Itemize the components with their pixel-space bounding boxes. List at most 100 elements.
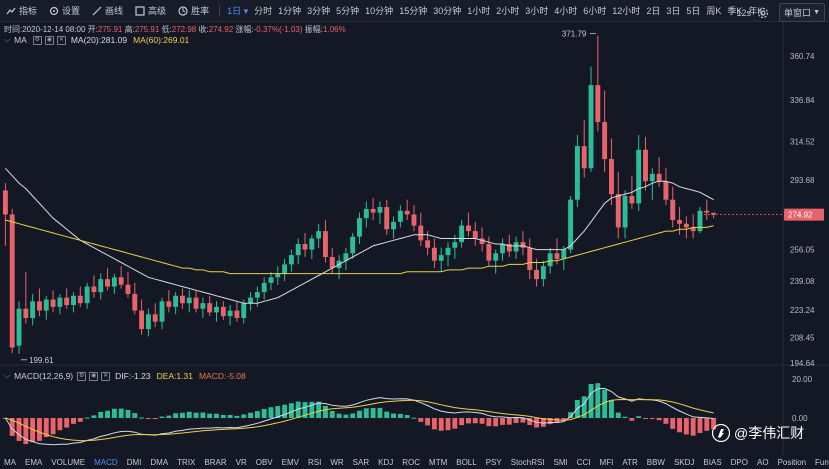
refresh-interval[interactable]: 12s [736,7,752,18]
macd-settings-icon[interactable]: ⚙ [77,371,87,381]
candle-body [37,301,42,311]
indicator-tab[interactable]: DMA [150,457,169,467]
period-tab[interactable]: 15分钟 [399,6,428,16]
high-value: 275.91 [134,25,160,34]
collapse-chevron-icon[interactable]: ⌵ [4,371,11,380]
candle-body [152,314,158,322]
macd-histogram-bar [643,418,648,419]
win-rate-icon [178,5,188,16]
indicator-tab[interactable]: BOLL [456,457,477,467]
macd-histogram-bar [704,418,710,431]
collapse-chevron-icon[interactable]: ⌵ [4,35,11,44]
tool-win-rate[interactable]: 胜率 [178,4,209,17]
indicator-tab[interactable]: ROC [402,457,421,467]
ma-visibility-icon[interactable]: ◉ [44,35,54,45]
macd-histogram-bar [132,413,138,418]
tool-label: 画线 [105,6,124,16]
period-tab[interactable]: 30分钟 [433,6,462,16]
macd-histogram-bar [683,418,689,435]
period-tab[interactable]: 3小时 [525,6,549,16]
macd-histogram-bar [500,418,505,425]
period-tab[interactable]: 3日 [666,6,681,16]
indicator-tab[interactable]: BIAS [703,457,722,467]
tool-settings[interactable]: 设置 [49,4,80,17]
period-tab[interactable]: 3分钟 [307,6,331,16]
ma-close-icon[interactable]: ✕ [56,35,66,45]
candle-body [643,149,648,182]
indicator-tab[interactable]: EMV [281,457,299,467]
candle-body [275,273,281,278]
price-chart[interactable]: 360.74 336.84 314.52 293.68 256.05 239.08 223.… [0,22,829,455]
macd-histogram-bar [397,413,403,418]
indicator-tab[interactable]: Fundflow [815,457,829,467]
indicator-tab[interactable]: KDJ [378,457,394,467]
period-tab[interactable]: 6小时 [583,6,607,16]
tool-high-res[interactable]: 高级 [135,4,166,17]
indicator-tab[interactable]: DPO [730,457,748,467]
candle-body [588,85,594,169]
indicator-tab[interactable]: MTM [429,457,448,467]
indicator-tab[interactable]: DMI [126,457,142,467]
indicator-tab[interactable]: MA [4,457,16,467]
settings-gear-icon[interactable] [757,7,769,19]
tool-draw-line[interactable]: 画线 [92,4,123,17]
macd-histogram-bar [486,418,492,427]
indicator-tab[interactable]: VOLUME [51,457,86,467]
indicator-tab[interactable]: WR [330,457,344,467]
macd-histogram-bar [363,408,369,418]
candle-body [309,238,315,250]
indicator-tab[interactable]: EMA [25,457,43,467]
candle-body [207,303,213,313]
low-value: 272.98 [171,25,197,34]
indicator-tab[interactable]: AO [757,457,769,467]
period-tab[interactable]: 年K [748,6,764,16]
period-tab[interactable]: 1日 ▾ [227,6,249,16]
tool-indicator[interactable]: 指标 [6,4,37,17]
macd-histogram-bar [118,408,124,418]
indicator-tab[interactable]: StochRSI [510,457,545,467]
candle-body [452,242,458,248]
period-tab[interactable]: 分时 [254,6,273,16]
indicator-tab[interactable]: MACD [94,457,118,467]
macd-visibility-icon[interactable]: ◉ [89,371,99,381]
price-tick-label: 223.24 [790,306,815,315]
indicator-tab[interactable]: MFI [599,457,614,467]
indicator-tab[interactable]: CCI [576,457,591,467]
period-tab[interactable]: 2日 [646,6,661,16]
indicator-tab[interactable]: SAR [352,457,370,467]
indicator-tab[interactable]: SMI [553,457,568,467]
indicator-tab[interactable]: BBW [646,457,665,467]
candle-body [595,85,601,123]
indicator-tab[interactable]: ATR [622,457,638,467]
macd-histogram-bar [50,418,56,435]
indicator-tab[interactable]: SKDJ [673,457,695,467]
indicator-tab[interactable]: Position [777,457,807,467]
indicator-tab[interactable]: TRIX [177,457,196,467]
macd-histogram-bar [71,418,76,424]
candle-body [9,214,15,348]
macd-histogram-bar [350,413,356,418]
candle-body [288,255,294,265]
period-tab[interactable]: 10分钟 [365,6,394,16]
indicator-tab[interactable]: VR [235,457,247,467]
period-tab[interactable]: 2小时 [496,6,520,16]
period-tab[interactable]: 季K [727,6,743,16]
period-tab[interactable]: 5分钟 [336,6,360,16]
indicator-tab[interactable]: BRAR [204,457,227,467]
current-price-badge [784,208,824,221]
ma-settings-icon[interactable]: ⚙ [32,35,42,45]
period-tab[interactable]: 4小时 [554,6,578,16]
period-tab[interactable]: 1小时 [467,6,491,16]
period-tab[interactable]: 5日 [686,6,701,16]
min-price-label: 199.61 [29,356,54,365]
macd-close-icon[interactable]: ✕ [101,371,111,381]
macd-histogram-bar [506,418,512,425]
period-tab[interactable]: 1分钟 [278,6,302,16]
period-tab[interactable]: 12小时 [612,6,641,16]
period-tab[interactable]: 周K [706,6,722,16]
indicator-tab[interactable]: OBV [255,457,273,467]
window-mode-select[interactable]: 单窗口 ▼ [779,3,825,22]
indicator-tab[interactable]: PSY [485,457,502,467]
macd-dif-line [4,387,714,446]
indicator-tab[interactable]: RSI [308,457,322,467]
